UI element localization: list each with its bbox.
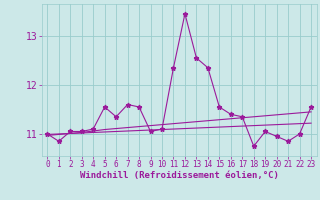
X-axis label: Windchill (Refroidissement éolien,°C): Windchill (Refroidissement éolien,°C): [80, 171, 279, 180]
